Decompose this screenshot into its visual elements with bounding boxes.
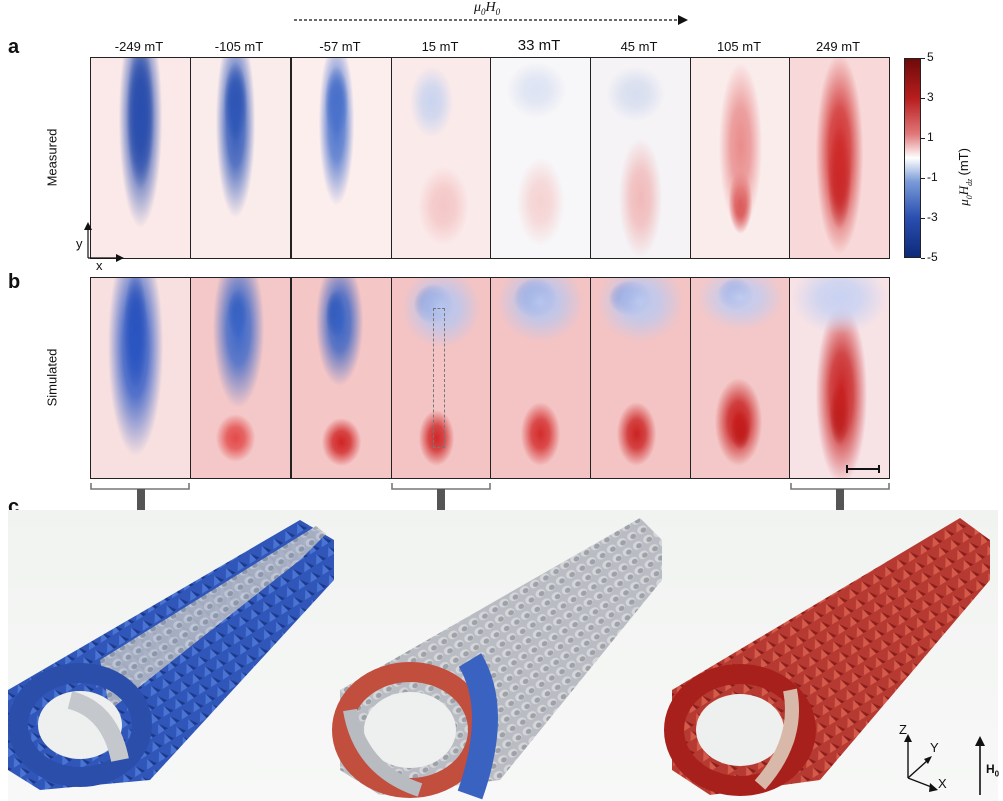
xyz-triad bbox=[904, 734, 938, 792]
y-axis-letter: y bbox=[76, 236, 83, 251]
simulated-map-7 bbox=[789, 277, 890, 479]
field-axis-arrow bbox=[294, 15, 688, 25]
colorbar-title: μ0Hdz (mT) bbox=[956, 148, 974, 206]
field-label-0: -249 mT bbox=[114, 39, 164, 54]
colorbar-tick-label: -3 bbox=[927, 210, 938, 224]
simulated-map-3 bbox=[391, 277, 492, 479]
field-label-7: 249 mT bbox=[815, 39, 861, 54]
tube-positive-field bbox=[664, 518, 990, 796]
measured-map-6 bbox=[690, 57, 791, 259]
triad-y-label: Y bbox=[930, 740, 939, 755]
tube-intermediate-field bbox=[332, 518, 662, 800]
tube-negative-field bbox=[8, 520, 334, 790]
tube-renderings bbox=[8, 510, 998, 801]
field-label-1: -105 mT bbox=[214, 39, 264, 54]
h0-label: H0 bbox=[986, 762, 1000, 779]
triad-z-label: Z bbox=[899, 722, 907, 737]
simulated-map-4 bbox=[490, 277, 591, 479]
colorbar-tick-label: -1 bbox=[927, 170, 938, 184]
colorbar-tick-label: 5 bbox=[927, 50, 934, 64]
measured-map-3 bbox=[391, 57, 492, 259]
colorbar bbox=[904, 58, 921, 258]
row-label-simulated: Simulated bbox=[44, 348, 60, 407]
field-axis-label: μ0H0 bbox=[474, 0, 501, 17]
row-label-measured: Measured bbox=[44, 128, 60, 187]
field-label-6: 105 mT bbox=[716, 39, 762, 54]
measured-map-2 bbox=[291, 57, 392, 259]
scale-bar bbox=[846, 465, 880, 473]
field-label-3: 15 mT bbox=[421, 39, 459, 54]
measured-map-4 bbox=[490, 57, 591, 259]
simulated-map-5 bbox=[590, 277, 691, 479]
simulated-map-0 bbox=[90, 277, 191, 479]
xy-axis-indicator bbox=[84, 222, 124, 262]
simulated-map-2 bbox=[291, 277, 392, 479]
simulated-map-1 bbox=[190, 277, 291, 479]
colorbar-tick-label: -5 bbox=[927, 250, 938, 264]
colorbar-tick-mark bbox=[921, 177, 925, 179]
bracket-left bbox=[90, 483, 190, 490]
field-label-2: -57 mT bbox=[319, 39, 361, 54]
x-axis-letter: x bbox=[96, 258, 103, 273]
field-label-4: 33 mT bbox=[517, 37, 561, 54]
colorbar-tick-label: 3 bbox=[927, 90, 934, 104]
colorbar-tick-mark bbox=[921, 217, 925, 219]
colorbar-tick-mark bbox=[921, 137, 925, 139]
colorbar-tick-mark bbox=[921, 97, 925, 99]
field-label-5: 45 mT bbox=[620, 39, 658, 54]
panel-label-b: b bbox=[8, 271, 21, 293]
tube-outline bbox=[433, 308, 445, 448]
triad-x-label: X bbox=[938, 776, 947, 791]
measured-map-7 bbox=[789, 57, 890, 259]
measured-map-5 bbox=[590, 57, 691, 259]
h0-arrow bbox=[975, 736, 985, 795]
measured-map-0 bbox=[90, 57, 191, 259]
bracket-middle bbox=[391, 483, 491, 490]
panel-label-c: c bbox=[8, 496, 20, 518]
colorbar-tick-mark bbox=[921, 57, 925, 59]
bracket-right bbox=[790, 483, 890, 490]
simulated-map-6 bbox=[690, 277, 791, 479]
colorbar-tick-mark bbox=[921, 257, 925, 259]
panel-label-a: a bbox=[8, 36, 20, 58]
colorbar-tick-label: 1 bbox=[927, 130, 934, 144]
measured-map-1 bbox=[190, 57, 291, 259]
